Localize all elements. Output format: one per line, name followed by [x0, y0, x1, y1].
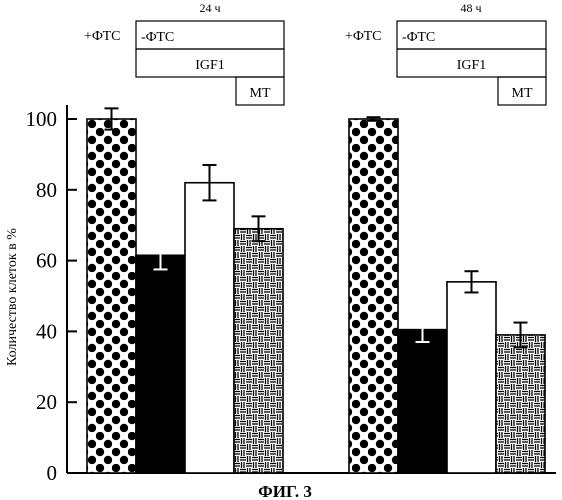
bar [87, 119, 136, 473]
legend-layer: 24 ч +ФТС -ФТС IGF1 МТ 48 ч +ФТС -ФТС IGF1 МТ [84, 1, 546, 105]
y-tick-label: 0 [47, 461, 58, 485]
legend-label: -ФТС [402, 30, 435, 45]
legend-label: +ФТС [345, 29, 382, 44]
y-axis-label: Количество клеток в % [5, 228, 20, 366]
legend-label: МТ [512, 86, 533, 101]
panel-title: 48 ч [460, 1, 481, 15]
bar [398, 330, 447, 473]
y-tick-label: 20 [36, 390, 57, 414]
bar [349, 119, 398, 473]
figure-caption: ФИГ. 3 [258, 482, 312, 500]
y-tick-label: 60 [36, 249, 57, 273]
panel-title: 24 ч [199, 1, 220, 15]
legend-label: IGF1 [457, 58, 487, 73]
y-tick-label: 80 [36, 178, 57, 202]
legend-label: МТ [250, 86, 271, 101]
legend-label: -ФТС [141, 30, 174, 45]
bar [185, 183, 234, 473]
y-tick-label: 100 [26, 107, 58, 131]
y-tick-label: 40 [36, 319, 57, 343]
bar [496, 335, 545, 473]
bar [234, 229, 283, 473]
legend-label: +ФТС [84, 29, 121, 44]
bar [447, 282, 496, 473]
bar [136, 255, 185, 473]
bars-layer [87, 108, 545, 473]
legend-label: IGF1 [195, 58, 225, 73]
